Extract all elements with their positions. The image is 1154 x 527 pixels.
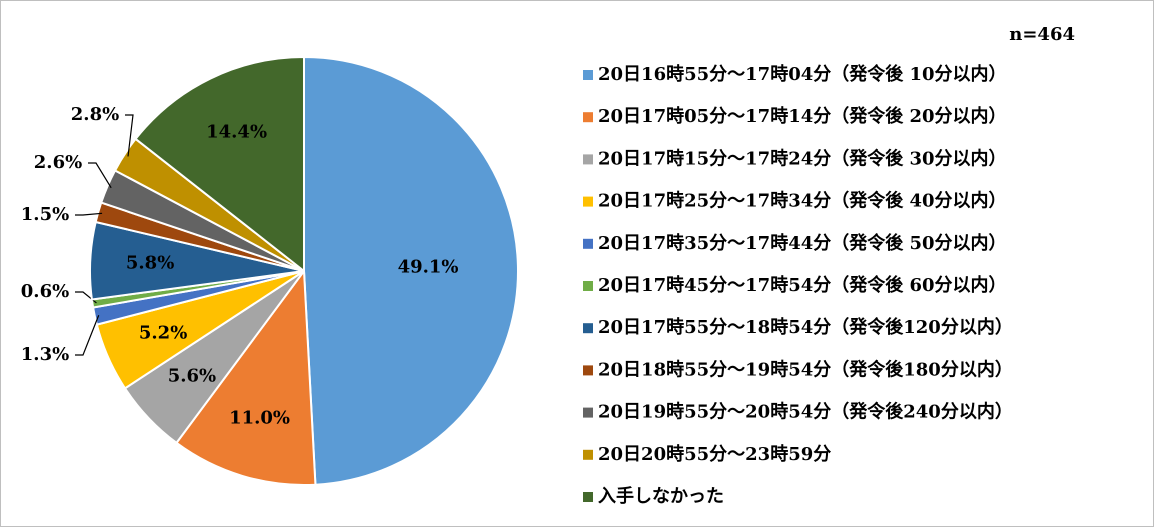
data-label: 2.8%	[71, 104, 119, 125]
legend-swatch	[583, 154, 593, 165]
legend-swatch	[583, 365, 593, 376]
data-label: 1.5%	[21, 204, 69, 225]
chart-subtitle: n=464	[1009, 24, 1075, 45]
data-label: 2.6%	[34, 152, 82, 173]
legend-swatch	[583, 70, 593, 80]
data-label: 5.8%	[126, 252, 174, 273]
data-label: 1.3%	[21, 344, 69, 365]
pie-slice	[134, 55, 305, 274]
legend-label: 20日17時25分～17時34分（発令後 40分以内）	[598, 190, 1007, 212]
legend-swatch	[583, 407, 593, 418]
pie-slice	[175, 268, 317, 486]
legend-label: 20日19時55分～20時54分（発令後240分以内）	[598, 401, 1013, 423]
legend-label: 20日17時35分～17時44分（発令後 50分以内）	[598, 232, 1007, 254]
legend-label: 入手しなかった	[598, 485, 724, 507]
legend-swatch	[583, 323, 593, 334]
leader-line	[75, 315, 100, 356]
legend-swatch	[583, 196, 593, 207]
legend-swatch	[583, 449, 593, 460]
data-label: 49.1%	[398, 257, 459, 278]
pie-slice	[303, 55, 519, 486]
legend-label: 20日17時15分～17時24分（発令後 30分以内）	[598, 147, 1007, 169]
legend-label: 20日16時55分～17時04分（発令後 10分以内）	[598, 63, 1007, 85]
legend-swatch	[583, 492, 593, 502]
legend-label: 20日17時05分～17時14分（発令後 20分以内）	[598, 105, 1007, 127]
leader-line	[75, 212, 103, 216]
leader-line	[88, 162, 112, 189]
data-label: 14.4%	[206, 121, 267, 142]
leader-line	[125, 114, 134, 157]
data-label: 11.0%	[229, 408, 290, 429]
data-label: 5.6%	[168, 366, 216, 387]
legend-label: 20日17時55分～18時54分（発令後120分以内）	[598, 316, 1013, 338]
legend-swatch	[583, 112, 593, 123]
legend-label: 20日18時55分～19時54分（発令後180分以内）	[598, 358, 1013, 380]
legend-label: 20日20時55分～23時59分	[598, 444, 831, 465]
legend-label: 20日17時45分～17時54分（発令後 60分以内）	[598, 274, 1007, 296]
legend-swatch	[583, 238, 593, 249]
legend-swatch	[583, 281, 593, 291]
data-label: 5.2%	[139, 322, 187, 343]
data-label: 0.6%	[21, 281, 69, 302]
